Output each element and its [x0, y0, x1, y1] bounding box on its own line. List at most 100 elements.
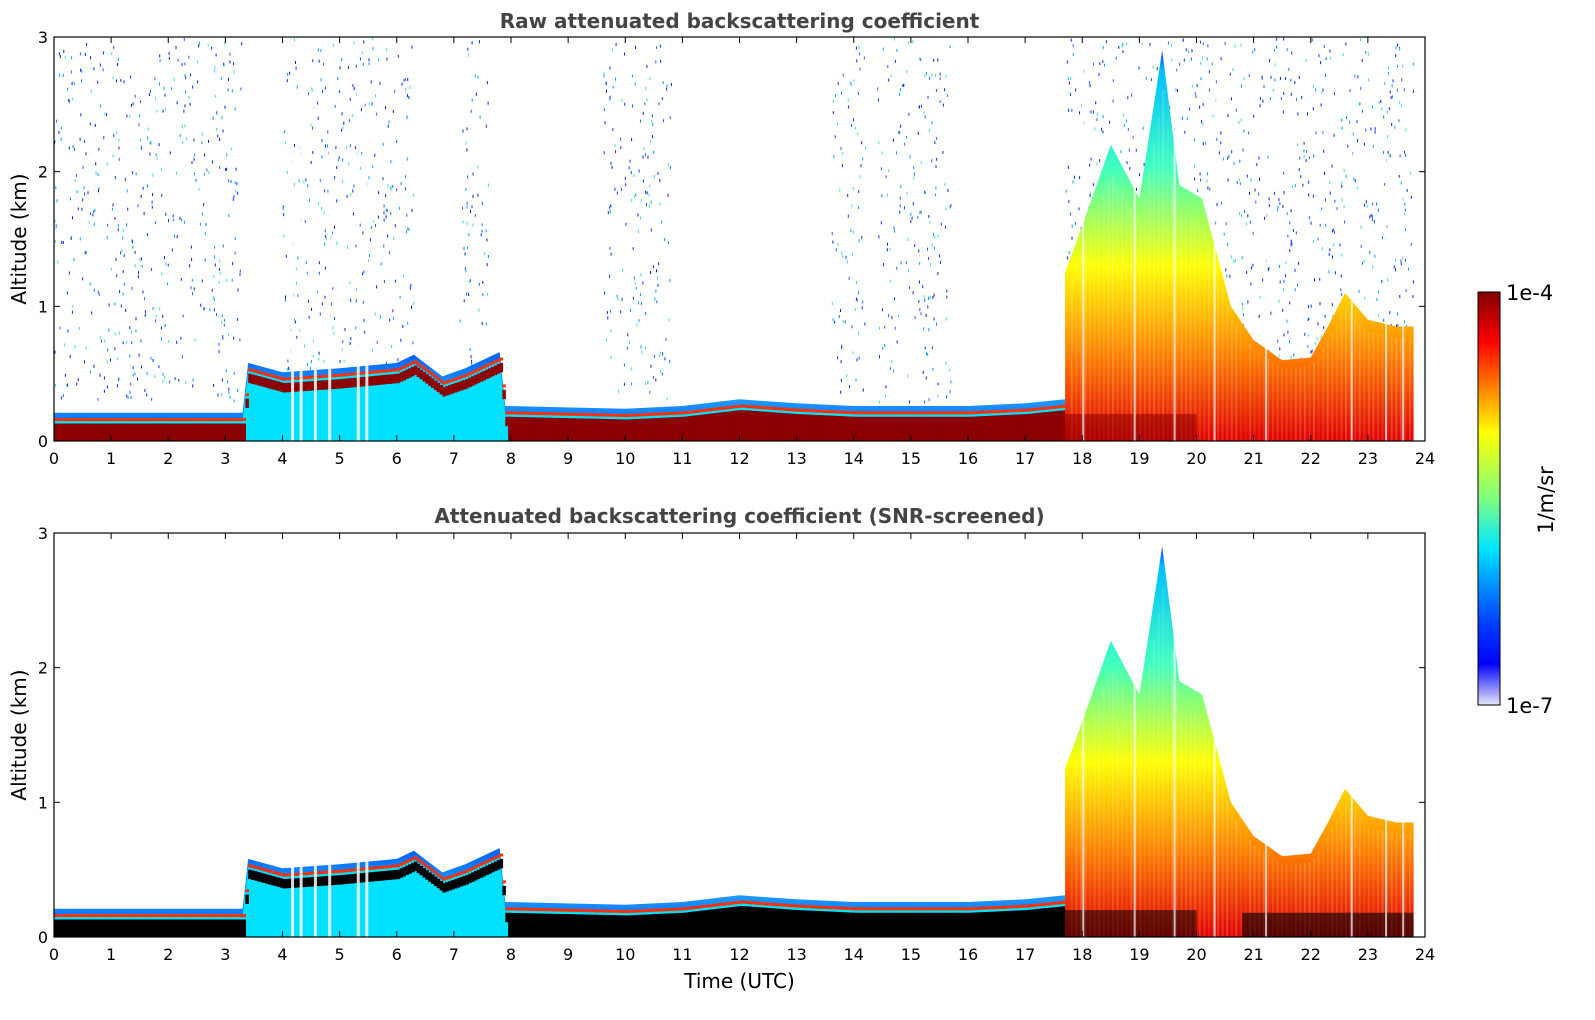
noise-speck — [1224, 41, 1226, 45]
noise-speck — [1115, 56, 1117, 60]
colorbar-max-label: 1e-4 — [1506, 281, 1553, 305]
aerosol-fringe-cell — [913, 907, 918, 911]
noise-speck — [368, 102, 370, 106]
noise-speck — [390, 160, 392, 164]
noise-speck — [1228, 155, 1230, 158]
noise-speck — [635, 45, 636, 49]
aerosol-fringe-cell — [1013, 905, 1018, 909]
noise-speck — [479, 40, 480, 44]
aerosol-core-cell — [765, 411, 769, 441]
noise-speck — [338, 156, 340, 159]
aerosol-core-cell — [662, 417, 666, 441]
noise-speck — [1395, 54, 1397, 58]
aerosol-core-cell — [699, 414, 703, 441]
noise-speck — [932, 232, 934, 236]
noise-speck — [114, 176, 116, 179]
noise-speck — [223, 323, 225, 327]
noise-speck — [216, 313, 217, 316]
noise-speck — [852, 351, 854, 355]
aerosol-core-cell — [693, 911, 698, 937]
aerosol-fringe-cell — [1033, 407, 1038, 411]
aerosol-core-cell — [968, 416, 972, 441]
noise-speck — [334, 104, 336, 108]
noise-speck — [90, 89, 92, 93]
noise-speck — [1368, 78, 1370, 82]
aerosol-fringe-cell — [571, 908, 575, 912]
aerosol-fringe-cell — [71, 914, 75, 918]
aerosol-core-cell — [822, 415, 826, 441]
aerosol-core-cell — [1033, 909, 1038, 937]
aerosol-core-cell — [319, 380, 324, 390]
noise-speck — [132, 366, 134, 370]
aerosol-core-cell — [76, 919, 81, 937]
noise-speck — [307, 363, 309, 367]
noise-speck — [622, 268, 623, 272]
noise-speck — [362, 300, 364, 304]
y-tick-label: 1 — [38, 297, 48, 316]
noise-speck — [285, 295, 286, 299]
noise-speck — [898, 314, 900, 318]
noise-speck — [386, 208, 388, 212]
x-tick-label: 18 — [1072, 945, 1092, 964]
noise-speck — [63, 49, 65, 53]
noise-speck — [120, 251, 122, 255]
noise-speck — [653, 150, 655, 154]
aerosol-fringe-cell — [376, 370, 381, 374]
noise-speck — [1403, 88, 1405, 92]
noise-speck — [1240, 84, 1242, 88]
plume-streak — [1299, 862, 1302, 937]
noise-speck — [477, 75, 479, 79]
noise-speck — [929, 295, 931, 299]
noise-speck — [464, 266, 466, 270]
noise-speck — [183, 109, 185, 113]
aerosol-core-cell — [1045, 908, 1049, 937]
noise-speck — [304, 220, 306, 224]
noise-speck — [1298, 168, 1300, 172]
noise-speck — [472, 172, 474, 176]
noise-speck — [294, 144, 295, 147]
noise-speck — [218, 350, 220, 354]
data-gap — [1385, 37, 1388, 441]
plume-streak — [1335, 323, 1338, 441]
aerosol-fringe-cell — [611, 909, 615, 913]
noise-speck — [893, 226, 895, 230]
noise-speck — [926, 352, 928, 356]
noise-speck — [845, 255, 847, 259]
aerosol-core-cell — [688, 912, 692, 937]
aerosol-core-cell — [739, 906, 743, 937]
noise-speck — [879, 326, 881, 330]
aerosol-core-cell — [613, 419, 618, 441]
aerosol-core-cell — [551, 417, 555, 441]
noise-speck — [132, 245, 134, 249]
x-tick-label: 23 — [1358, 945, 1378, 964]
aerosol-fringe-cell — [1019, 904, 1023, 908]
noise-speck — [177, 58, 179, 62]
aerosol-fringe-cell — [999, 409, 1003, 413]
noise-speck — [1208, 70, 1210, 74]
aerosol-fringe-cell — [693, 906, 698, 909]
noise-speck — [1342, 53, 1344, 56]
aerosol-fringe-cell — [956, 411, 961, 415]
noise-speck — [227, 380, 229, 384]
aerosol-fringe-cell — [699, 409, 703, 413]
noise-speck — [411, 305, 412, 309]
aerosol-core-cell — [508, 912, 512, 937]
aerosol-fringe-cell — [416, 362, 421, 366]
noise-speck — [1079, 176, 1081, 180]
noise-speck — [1352, 132, 1354, 136]
noise-speck — [1231, 255, 1233, 259]
aerosol-fringe-cell — [742, 900, 746, 904]
noise-speck — [629, 159, 631, 163]
aerosol-core-cell — [608, 419, 612, 441]
aerosol-core-cell — [1056, 410, 1060, 441]
noise-speck — [85, 152, 87, 156]
aerosol-core-cell — [62, 919, 67, 937]
noise-speck — [637, 301, 639, 305]
aerosol-fringe-cell — [696, 409, 701, 413]
aerosol-fringe-cell — [273, 375, 278, 379]
aerosol-fringe-cell — [1028, 904, 1032, 908]
noise-speck — [1250, 178, 1252, 182]
aerosol-fringe-cell — [456, 872, 461, 876]
noise-speck — [1122, 50, 1124, 54]
noise-speck — [1378, 100, 1380, 104]
